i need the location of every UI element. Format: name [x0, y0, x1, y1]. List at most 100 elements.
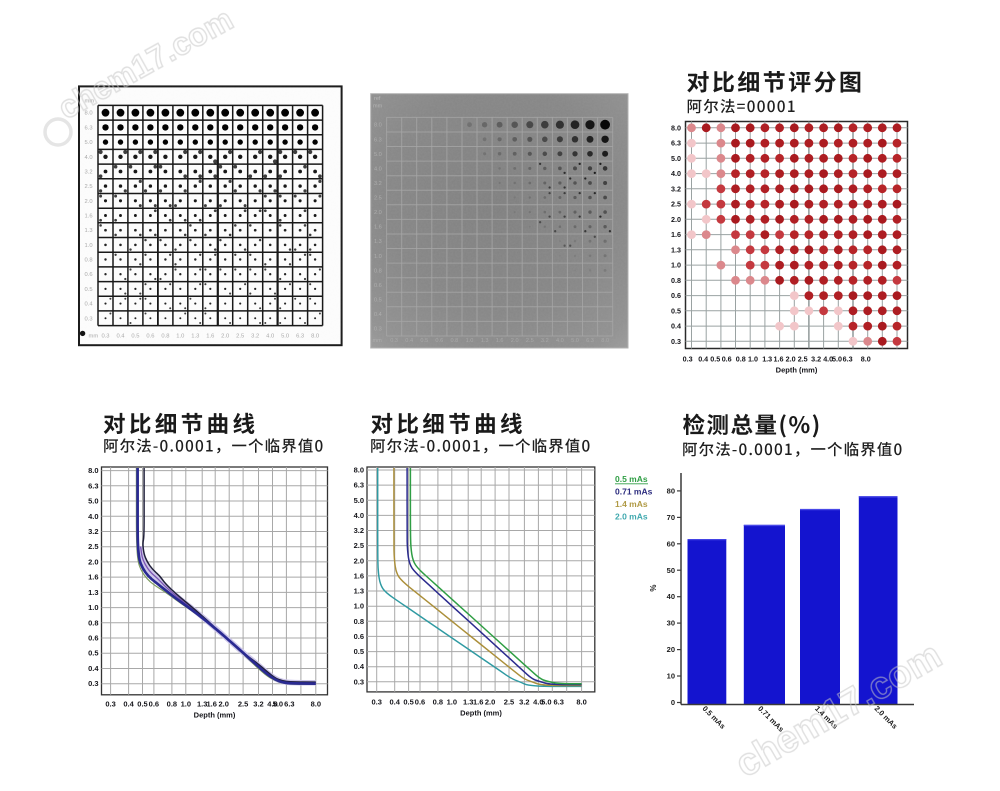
svg-text:8.0: 8.0 [88, 466, 98, 475]
svg-text:2.0: 2.0 [218, 700, 228, 709]
svg-text:0.5 mAs: 0.5 mAs [701, 704, 728, 731]
svg-text:0.71 mAs: 0.71 mAs [615, 487, 653, 497]
svg-text:0.5: 0.5 [88, 649, 98, 658]
svg-text:3.2: 3.2 [811, 355, 821, 364]
svg-text:8.0: 8.0 [861, 355, 871, 364]
svg-text:0.8: 0.8 [736, 355, 746, 364]
svg-text:0.5: 0.5 [354, 647, 364, 656]
svg-text:6.3: 6.3 [671, 139, 681, 148]
svg-text:70: 70 [667, 513, 675, 522]
svg-text:6.3: 6.3 [374, 137, 382, 143]
svg-text:1.3: 1.3 [762, 355, 772, 364]
svg-text:0.6: 0.6 [374, 283, 382, 289]
svg-text:0.4: 0.4 [389, 698, 400, 707]
svg-text:1.6: 1.6 [473, 698, 483, 707]
svg-text:4.0: 4.0 [533, 698, 543, 707]
svg-text:2.5: 2.5 [671, 200, 681, 209]
svg-text:0.4: 0.4 [88, 664, 99, 673]
svg-text:1.6: 1.6 [206, 700, 216, 709]
svg-text:8.0: 8.0 [354, 466, 364, 475]
svg-text:Depth (mm): Depth (mm) [194, 711, 236, 720]
svg-text:0.4: 0.4 [354, 662, 365, 671]
svg-text:0.6: 0.6 [722, 355, 732, 364]
svg-text:0.3: 0.3 [105, 700, 115, 709]
svg-text:mm: mm [373, 104, 383, 110]
svg-text:1.3: 1.3 [88, 588, 98, 597]
svg-text:Depth (mm): Depth (mm) [460, 709, 502, 718]
svg-text:0.8: 0.8 [354, 617, 364, 626]
svg-text:2.0 mAs: 2.0 mAs [615, 512, 648, 522]
svg-text:2.0: 2.0 [88, 557, 98, 566]
svg-text:4.0: 4.0 [823, 355, 833, 364]
svg-text:0.6: 0.6 [415, 698, 425, 707]
svg-text:1.0: 1.0 [354, 602, 364, 611]
svg-text:50: 50 [667, 566, 675, 575]
svg-text:1.6: 1.6 [671, 230, 681, 239]
svg-text:0.3: 0.3 [371, 698, 381, 707]
svg-text:6.3: 6.3 [553, 698, 563, 707]
svg-text:8.0: 8.0 [576, 698, 586, 707]
svg-text:6.3: 6.3 [586, 338, 594, 344]
svg-text:5.0: 5.0 [571, 338, 579, 344]
svg-text:3.2: 3.2 [354, 526, 364, 535]
svg-text:5.0: 5.0 [832, 355, 842, 364]
svg-text:0.4: 0.4 [374, 312, 382, 318]
svg-text:3.2: 3.2 [88, 527, 98, 536]
svg-text:0.6: 0.6 [88, 634, 98, 643]
svg-text:30: 30 [667, 619, 675, 628]
svg-text:2.5: 2.5 [798, 355, 808, 364]
svg-text:40: 40 [667, 592, 675, 601]
svg-text:0.4: 0.4 [123, 700, 134, 709]
svg-text:80: 80 [667, 486, 675, 495]
svg-text:6.3: 6.3 [354, 481, 364, 490]
svg-text:3.2: 3.2 [541, 338, 549, 344]
svg-text:1.3: 1.3 [374, 239, 382, 245]
svg-text:6.3: 6.3 [88, 481, 98, 490]
svg-text:0.5: 0.5 [137, 700, 147, 709]
svg-text:2.5: 2.5 [504, 698, 514, 707]
svg-text:3.2: 3.2 [671, 184, 681, 193]
svg-text:0.5: 0.5 [671, 306, 681, 315]
svg-text:0: 0 [671, 698, 675, 707]
svg-text:3.2: 3.2 [374, 181, 382, 187]
svg-text:0.8: 0.8 [374, 268, 382, 274]
svg-text:0.8: 0.8 [433, 698, 443, 707]
svg-text:0.3: 0.3 [390, 338, 398, 344]
svg-text:0.8: 0.8 [671, 276, 681, 285]
svg-text:1.0: 1.0 [466, 338, 474, 344]
svg-text:0.5: 0.5 [420, 338, 428, 344]
svg-text:1.0: 1.0 [447, 698, 457, 707]
svg-text:2.0: 2.0 [485, 698, 495, 707]
svg-text:Depth (mm): Depth (mm) [776, 366, 818, 375]
svg-text:5.0: 5.0 [374, 152, 382, 158]
svg-text:0.6: 0.6 [354, 632, 364, 641]
svg-text:0.4: 0.4 [405, 338, 413, 344]
svg-text:1.3: 1.3 [197, 700, 207, 709]
svg-text:1.0: 1.0 [181, 700, 191, 709]
svg-text:5.0: 5.0 [273, 700, 283, 709]
svg-text:2.0: 2.0 [354, 556, 364, 565]
svg-text:0.6: 0.6 [149, 700, 159, 709]
svg-text:3.2: 3.2 [519, 698, 529, 707]
svg-text:0.3: 0.3 [671, 337, 681, 346]
svg-text:%: % [649, 584, 658, 591]
svg-text:10: 10 [667, 672, 675, 681]
svg-text:5.0: 5.0 [671, 154, 681, 163]
svg-text:5.0: 5.0 [541, 698, 551, 707]
svg-text:4.0: 4.0 [671, 169, 681, 178]
svg-text:0.6: 0.6 [671, 291, 681, 300]
svg-text:ref: ref [374, 96, 381, 102]
svg-text:4.0: 4.0 [88, 512, 98, 521]
svg-text:0.4: 0.4 [698, 355, 708, 364]
svg-text:1.0: 1.0 [88, 603, 98, 612]
svg-text:1.4 mAs: 1.4 mAs [615, 499, 648, 509]
svg-text:60: 60 [667, 539, 675, 548]
svg-text:4.0: 4.0 [556, 338, 564, 344]
svg-text:1.6: 1.6 [496, 338, 504, 344]
svg-text:0.3: 0.3 [354, 677, 364, 686]
svg-text:4.0: 4.0 [267, 700, 277, 709]
svg-text:1.0: 1.0 [748, 355, 758, 364]
svg-text:3.2: 3.2 [253, 700, 263, 709]
svg-text:20: 20 [667, 645, 675, 654]
svg-text:1.6: 1.6 [374, 225, 382, 231]
